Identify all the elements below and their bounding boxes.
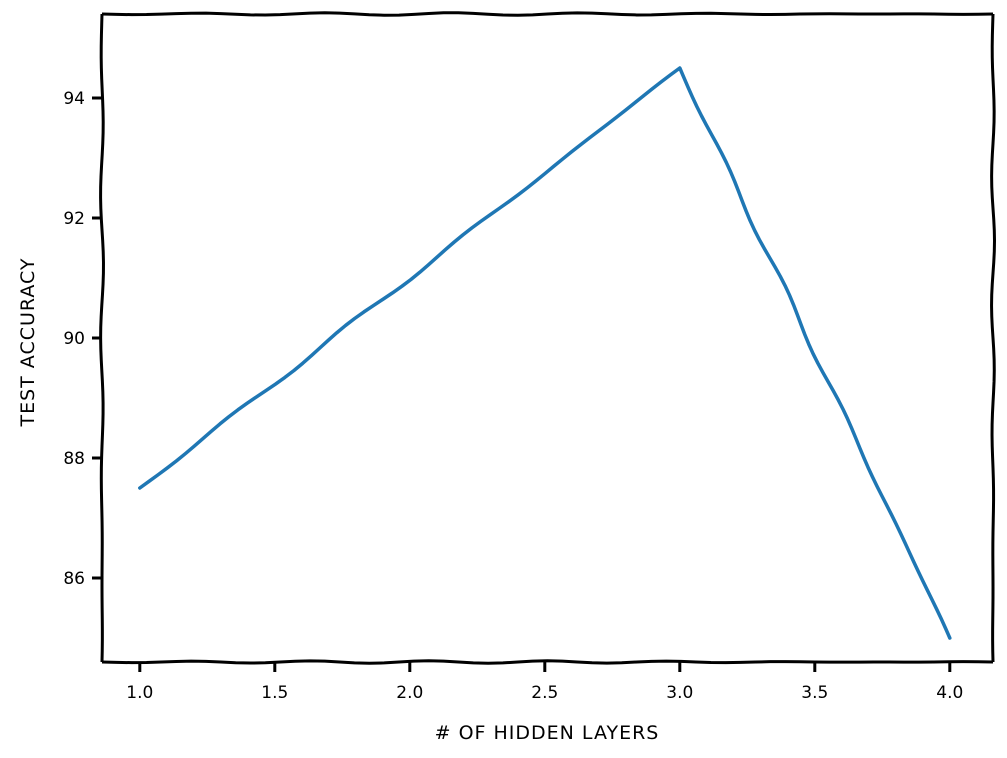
x-tick-label: 1.0 (126, 683, 153, 703)
x-axis-ticks: 1.0 1.5 2.0 2.5 3.0 3.5 4.0 (126, 662, 963, 703)
x-tick-label: 3.5 (801, 683, 828, 703)
y-tick-label: 92 (63, 209, 85, 229)
y-tick-label: 94 (63, 89, 85, 109)
y-axis-ticks: 86 88 90 92 94 (63, 89, 102, 589)
plot-frame (99, 11, 997, 665)
y-tick-label: 86 (63, 569, 85, 589)
x-tick-label: 2.0 (396, 683, 423, 703)
y-tick-label: 88 (63, 449, 85, 469)
y-tick-label: 90 (63, 329, 85, 349)
series-layer (138, 66, 952, 640)
frame-top (101, 11, 994, 17)
x-tick-label: 1.5 (261, 683, 288, 703)
series-line (138, 66, 952, 640)
frame-right (990, 13, 997, 663)
x-tick-label: 2.5 (531, 683, 558, 703)
y-axis-label: TEST ACCURACY (17, 257, 39, 427)
frame-bottom (101, 659, 994, 665)
x-tick-label: 3.0 (666, 683, 693, 703)
x-tick-label: 4.0 (936, 683, 963, 703)
x-axis-label: # OF HIDDEN LAYERS (435, 722, 660, 744)
